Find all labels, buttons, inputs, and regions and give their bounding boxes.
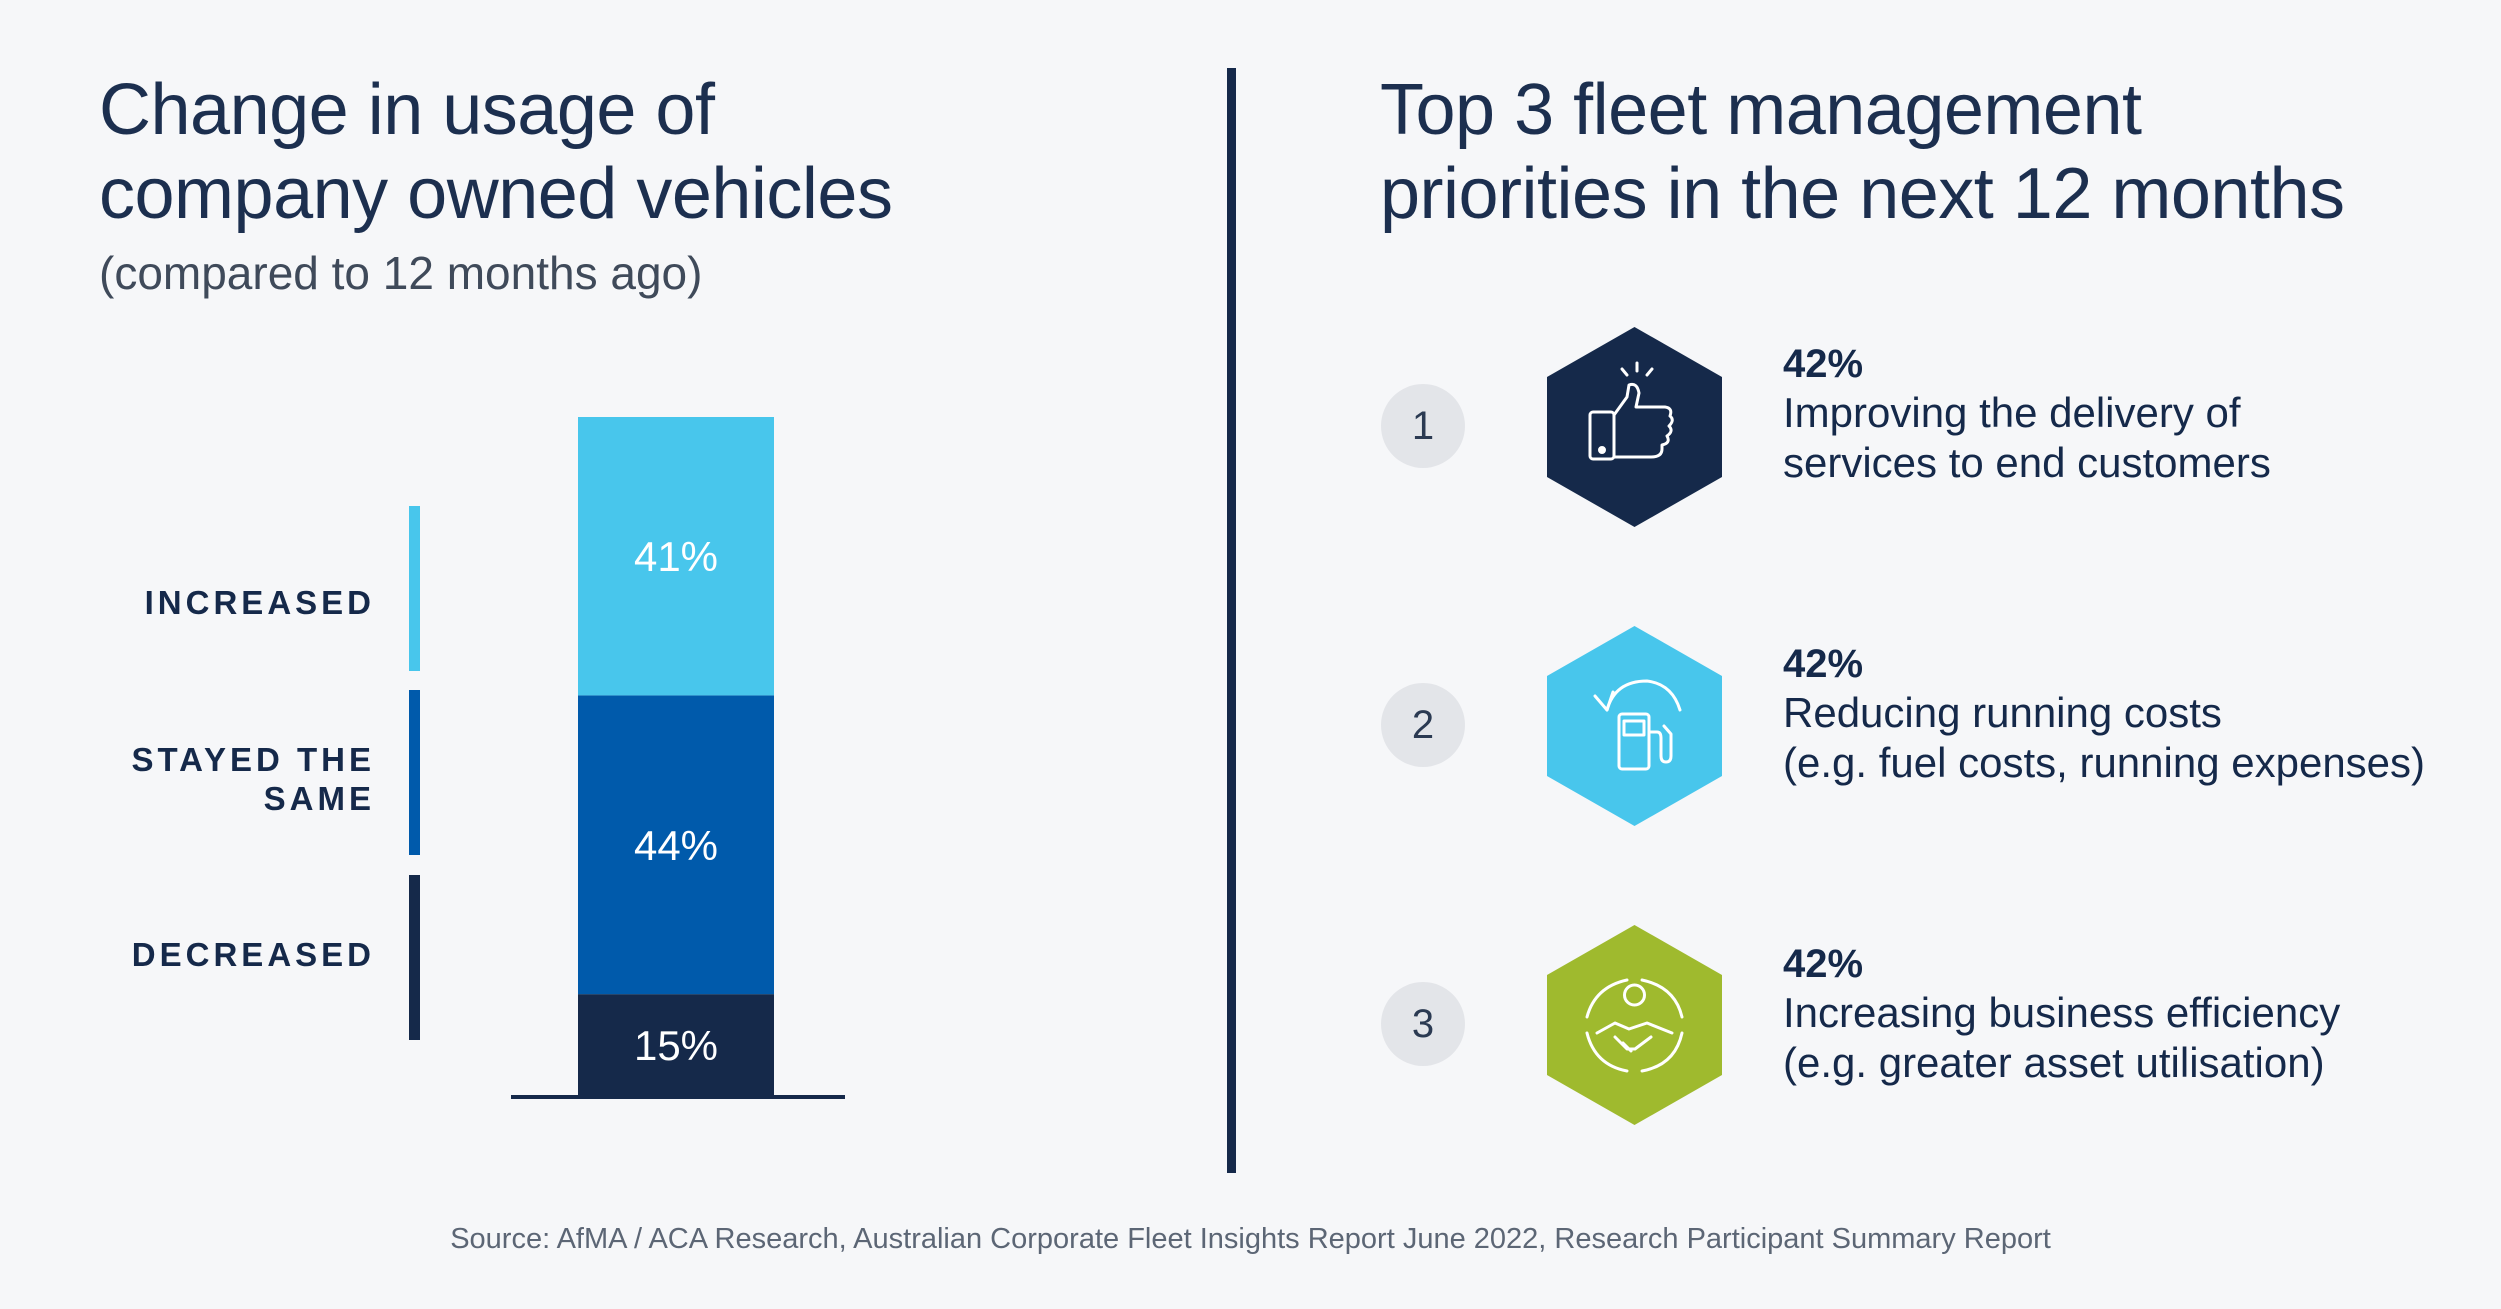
- priority-2-hexagon-shape: [1547, 626, 1722, 826]
- legend-label-stayed: STAYED THE SAME: [131, 740, 375, 818]
- priority-3-text: 42% Increasing business efficiency (e.g.…: [1783, 940, 2483, 1088]
- priority-3-rank-badge: 3: [1381, 982, 1465, 1066]
- priority-3-hexagon-shape: [1547, 925, 1722, 1125]
- right-panel-title: Top 3 fleet management priorities in the…: [1380, 68, 2480, 236]
- legend-bar-decreased: [409, 875, 420, 1040]
- priority-2-rank-badge: 2: [1381, 683, 1465, 767]
- data-label-increased: 41%: [634, 533, 718, 580]
- priority-2-line-1: Reducing running costs: [1783, 689, 2222, 736]
- priority-2-percent: 42%: [1783, 642, 1864, 686]
- left-chart-subtitle: (compared to 12 months ago): [99, 247, 703, 299]
- priority-1-line-2: services to end customers: [1783, 439, 2271, 486]
- priority-3-hexagon: [1547, 925, 1722, 1125]
- priority-1-text: 42% Improving the delivery of services t…: [1783, 340, 2483, 488]
- legend-stayed-line-1: STAYED THE: [131, 741, 375, 778]
- left-title-line-2: company owned vehicles: [99, 154, 893, 234]
- left-title-line-1: Change in usage of: [99, 70, 715, 150]
- panel-divider: [1227, 68, 1236, 1173]
- fuel-pump-icon: [1593, 679, 1682, 771]
- legend-stayed-line-2: SAME: [263, 780, 375, 817]
- legend-decreased-text: DECREASED: [131, 936, 375, 973]
- data-label-stayed-the-same: 44%: [634, 822, 718, 869]
- left-chart-title: Change in usage of company owned vehicle…: [99, 68, 1149, 236]
- bar-segment-increased: [578, 417, 774, 696]
- source-footnote: Source: AfMA / ACA Research, Australian …: [450, 1223, 2051, 1255]
- legend-bar-stayed: [409, 690, 420, 855]
- priority-1-rank-badge: 1: [1381, 384, 1465, 468]
- priority-3-line-2: (e.g. greater asset utilisation): [1783, 1039, 2325, 1086]
- bar-segment-stayed-the-same: [578, 695, 774, 995]
- priority-2-hexagon: [1547, 626, 1722, 826]
- priority-2-line-2: (e.g. fuel costs, running expenses): [1783, 739, 2426, 786]
- legend-label-decreased: DECREASED: [132, 935, 375, 974]
- legend-increased-text: INCREASED: [144, 584, 375, 621]
- priority-3-percent: 42%: [1783, 942, 1864, 986]
- data-label-decreased: 15%: [634, 1022, 718, 1069]
- priority-1-line-1: Improving the delivery of: [1783, 389, 2241, 436]
- thumbs-up-icon: [1588, 361, 1674, 461]
- legend-label-increased: INCREASED: [145, 583, 375, 622]
- right-title-line-1: Top 3 fleet management: [1380, 70, 2142, 150]
- priority-1-hexagon-shape: [1547, 327, 1722, 527]
- right-title-line-2: priorities in the next 12 months: [1380, 154, 2345, 234]
- bar-segment-decreased: [578, 994, 774, 1096]
- handshake-icon: [1585, 978, 1684, 1073]
- legend-bar-increased: [409, 506, 420, 671]
- priority-1-hexagon: [1547, 327, 1722, 527]
- priority-3-line-1: Increasing business efficiency: [1783, 989, 2341, 1036]
- priority-1-percent: 42%: [1783, 342, 1864, 386]
- priority-2-text: 42% Reducing running costs (e.g. fuel co…: [1783, 640, 2483, 788]
